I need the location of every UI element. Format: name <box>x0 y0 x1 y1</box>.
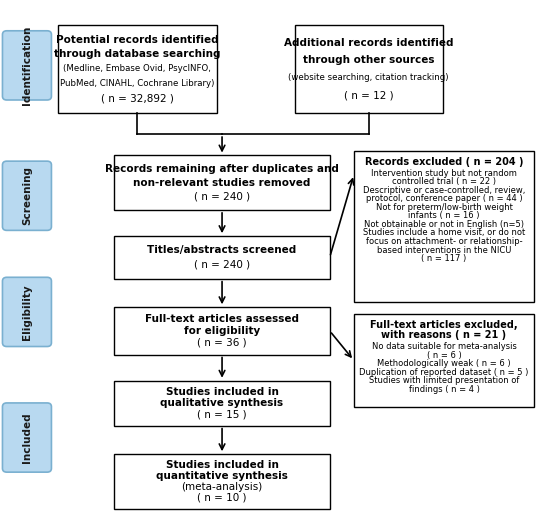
FancyBboxPatch shape <box>2 161 52 230</box>
Text: protocol, conference paper ( n = 44 ): protocol, conference paper ( n = 44 ) <box>366 194 522 203</box>
Text: ( n = 240 ): ( n = 240 ) <box>194 260 250 269</box>
Text: Methodologically weak ( n = 6 ): Methodologically weak ( n = 6 ) <box>377 359 511 368</box>
Text: through other sources: through other sources <box>303 55 434 65</box>
Text: ( n = 10 ): ( n = 10 ) <box>197 492 247 503</box>
Text: (website searching, citation tracking): (website searching, citation tracking) <box>288 73 449 82</box>
Text: (Medline, Embase Ovid, PsycINFO,: (Medline, Embase Ovid, PsycINFO, <box>63 65 211 74</box>
Text: Additional records identified: Additional records identified <box>284 38 453 48</box>
FancyBboxPatch shape <box>354 151 534 303</box>
FancyBboxPatch shape <box>2 403 52 472</box>
Text: Eligibility: Eligibility <box>22 284 32 340</box>
Text: Studies included in: Studies included in <box>166 460 278 470</box>
FancyBboxPatch shape <box>114 454 329 509</box>
Text: qualitative synthesis: qualitative synthesis <box>161 398 284 408</box>
Text: Not for preterm/low-birth weight: Not for preterm/low-birth weight <box>376 203 513 212</box>
Text: Studies with limited presentation of: Studies with limited presentation of <box>369 376 519 386</box>
Text: for eligibility: for eligibility <box>184 326 260 336</box>
FancyBboxPatch shape <box>2 277 52 346</box>
Text: through database searching: through database searching <box>54 49 221 59</box>
Text: Studies included in: Studies included in <box>166 387 278 397</box>
Text: Not obtainable or not in English (n=5): Not obtainable or not in English (n=5) <box>364 220 524 229</box>
Text: Full-text articles excluded,: Full-text articles excluded, <box>370 321 518 331</box>
Text: ( n = 36 ): ( n = 36 ) <box>197 338 247 348</box>
Text: Included: Included <box>22 412 32 463</box>
Text: Records remaining after duplicates and: Records remaining after duplicates and <box>105 164 339 174</box>
Text: controlled trial ( n = 22 ): controlled trial ( n = 22 ) <box>392 177 496 186</box>
Text: Studies include a home visit, or do not: Studies include a home visit, or do not <box>363 229 525 238</box>
Text: based interventions in the NICU: based interventions in the NICU <box>377 245 512 254</box>
Text: (meta-analysis): (meta-analysis) <box>182 482 263 492</box>
Text: focus on attachment- or relationship-: focus on attachment- or relationship- <box>366 237 522 246</box>
Text: ( n = 117 ): ( n = 117 ) <box>421 254 467 263</box>
Text: non-relevant studies removed: non-relevant studies removed <box>133 178 311 188</box>
Text: Records excluded ( n = 204 ): Records excluded ( n = 204 ) <box>365 157 523 167</box>
Text: Screening: Screening <box>22 166 32 225</box>
Text: ( n = 6 ): ( n = 6 ) <box>427 351 461 360</box>
Text: Potential records identified: Potential records identified <box>56 35 218 45</box>
Text: with reasons ( n = 21 ): with reasons ( n = 21 ) <box>382 331 507 340</box>
Text: Intervention study but not random: Intervention study but not random <box>371 169 517 178</box>
FancyBboxPatch shape <box>114 236 329 279</box>
FancyBboxPatch shape <box>114 307 329 354</box>
FancyBboxPatch shape <box>114 156 329 210</box>
Text: ( n = 32,892 ): ( n = 32,892 ) <box>101 93 174 103</box>
Text: Titles/abstracts screened: Titles/abstracts screened <box>147 245 296 256</box>
Text: Descriptive or case-controlled, review,: Descriptive or case-controlled, review, <box>363 186 525 195</box>
Text: ( n = 15 ): ( n = 15 ) <box>197 409 247 419</box>
FancyBboxPatch shape <box>2 31 52 100</box>
Text: Duplication of reported dataset ( n = 5 ): Duplication of reported dataset ( n = 5 … <box>359 368 529 377</box>
FancyBboxPatch shape <box>58 25 217 113</box>
Text: quantitative synthesis: quantitative synthesis <box>156 471 288 481</box>
Text: No data suitable for meta-analysis: No data suitable for meta-analysis <box>372 342 516 351</box>
FancyBboxPatch shape <box>354 314 534 407</box>
FancyBboxPatch shape <box>114 381 329 426</box>
Text: PubMed, CINAHL, Cochrane Library): PubMed, CINAHL, Cochrane Library) <box>60 79 214 88</box>
Text: infants ( n = 16 ): infants ( n = 16 ) <box>408 212 480 221</box>
Text: Identification: Identification <box>22 26 32 105</box>
Text: Full-text articles assessed: Full-text articles assessed <box>145 314 299 324</box>
Text: ( n = 12 ): ( n = 12 ) <box>344 90 393 101</box>
FancyBboxPatch shape <box>295 25 443 113</box>
Text: ( n = 240 ): ( n = 240 ) <box>194 191 250 202</box>
Text: findings ( n = 4 ): findings ( n = 4 ) <box>409 385 480 394</box>
